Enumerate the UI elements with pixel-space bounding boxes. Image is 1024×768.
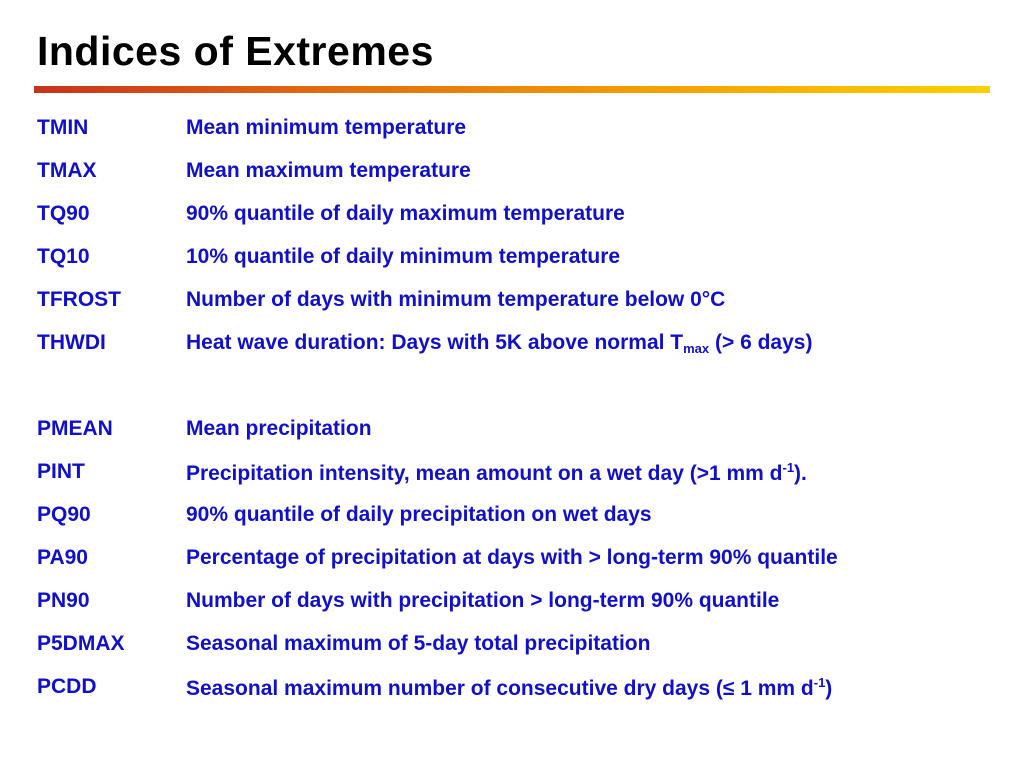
index-row-pq90: PQ90 90% quantile of daily precipitation… [37, 503, 997, 533]
index-row-tq90: TQ90 90% quantile of daily maximum tempe… [37, 202, 997, 232]
index-code: TQ10 [37, 245, 90, 268]
index-description: 90% quantile of daily precipitation on w… [186, 503, 652, 526]
index-description: Seasonal maximum number of consecutive d… [186, 675, 832, 701]
index-row-pa90: PA90 Percentage of precipitation at days… [37, 546, 997, 576]
index-description: Number of days with minimum temperature … [186, 288, 726, 311]
index-code: PCDD [37, 675, 97, 698]
index-code: PMEAN [37, 417, 113, 440]
index-description: Mean maximum temperature [186, 159, 471, 182]
index-description: Number of days with precipitation > long… [186, 589, 780, 612]
index-code: P5DMAX [37, 632, 125, 655]
index-code: PQ90 [37, 503, 91, 526]
index-description: 10% quantile of daily minimum temperatur… [186, 245, 621, 268]
index-row-pcdd: PCDD Seasonal maximum number of consecut… [37, 675, 997, 705]
description-text-tail: ). [794, 462, 807, 485]
index-description: Percentage of precipitation at days with… [186, 546, 838, 569]
slide-title: Indices of Extremes [37, 28, 434, 74]
title-underline [34, 86, 990, 93]
index-row-thwdi: THWDI Heat wave duration: Days with 5K a… [37, 331, 997, 361]
index-row-tmax: TMAX Mean maximum temperature [37, 159, 997, 189]
index-code: PA90 [37, 546, 88, 569]
index-description: Seasonal maximum of 5-day total precipit… [186, 632, 651, 655]
index-row-pint: PINT Precipitation intensity, mean amoun… [37, 460, 997, 490]
index-code: THWDI [37, 331, 106, 354]
description-text: Precipitation intensity, mean amount on … [186, 462, 783, 485]
index-row-tq10: TQ10 10% quantile of daily minimum tempe… [37, 245, 997, 275]
index-row-tmin: TMIN Mean minimum temperature [37, 116, 997, 146]
subscript-text: max [683, 341, 710, 356]
superscript-text: -1 [813, 675, 826, 690]
superscript-text: -1 [782, 460, 795, 475]
index-row-tfrost: TFROST Number of days with minimum tempe… [37, 288, 997, 318]
index-code: PINT [37, 460, 85, 483]
index-code: TMAX [37, 159, 97, 182]
description-text-tail: (> 6 days) [709, 331, 813, 354]
index-row-p5dmax: P5DMAX Seasonal maximum of 5-day total p… [37, 632, 997, 662]
description-text: Seasonal maximum number of consecutive d… [186, 677, 814, 700]
index-row-pmean: PMEAN Mean precipitation [37, 417, 997, 447]
index-row-pn90: PN90 Number of days with precipitation >… [37, 589, 997, 619]
index-code: TFROST [37, 288, 121, 311]
description-text: Heat wave duration: Days with 5K above n… [186, 331, 684, 354]
description-text-tail: ) [825, 677, 833, 700]
index-description: Mean minimum temperature [186, 116, 467, 139]
index-description: Heat wave duration: Days with 5K above n… [186, 331, 812, 356]
index-code: PN90 [37, 589, 90, 612]
index-code: TQ90 [37, 202, 90, 225]
index-description: Precipitation intensity, mean amount on … [186, 460, 807, 486]
index-description: 90% quantile of daily maximum temperatur… [186, 202, 625, 225]
index-description: Mean precipitation [186, 417, 372, 440]
index-code: TMIN [37, 116, 89, 139]
